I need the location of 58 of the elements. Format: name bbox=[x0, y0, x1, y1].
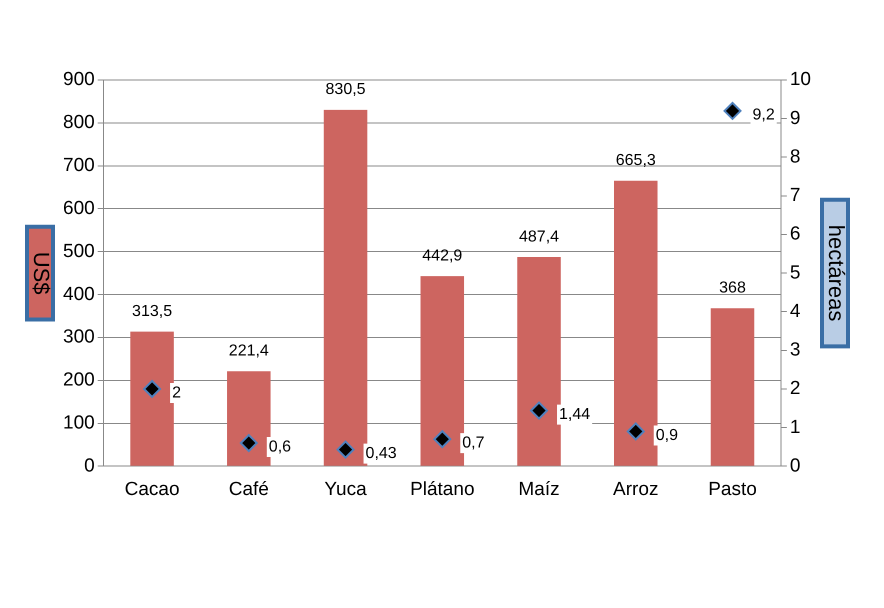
point bbox=[143, 380, 162, 398]
data-label: 2 bbox=[172, 384, 182, 402]
y2-tick-label: 1 bbox=[790, 416, 800, 438]
bar bbox=[710, 308, 754, 466]
y2-tick-label: 2 bbox=[790, 378, 800, 400]
point bbox=[240, 434, 258, 452]
data-label: 830,5 bbox=[326, 81, 366, 98]
bar bbox=[420, 276, 464, 466]
point bbox=[723, 102, 742, 120]
data-label: 9,2 bbox=[752, 106, 775, 124]
data-label: 368 bbox=[719, 280, 746, 297]
x-tick-label: Pasto bbox=[708, 478, 757, 500]
point bbox=[433, 430, 452, 448]
data-label: 221,4 bbox=[228, 342, 269, 360]
y-tick-label: 400 bbox=[63, 284, 95, 305]
y2-tick-label: 8 bbox=[790, 146, 800, 168]
point bbox=[626, 422, 645, 440]
x-tick-label: Café bbox=[228, 478, 269, 500]
y2-tick-label: 7 bbox=[790, 185, 800, 206]
y-tick-label: 100 bbox=[63, 412, 95, 434]
y2-tick-label: 5 bbox=[790, 262, 800, 284]
y2-tick-label: 10 bbox=[790, 69, 812, 90]
bar bbox=[227, 371, 271, 466]
y-tick-label: 700 bbox=[63, 155, 95, 176]
data-label: 487,4 bbox=[519, 228, 560, 246]
bar bbox=[517, 257, 561, 466]
y-tick-label: 800 bbox=[63, 112, 95, 134]
y2-axis-title: hectáreas bbox=[824, 224, 849, 322]
y-tick-label: 0 bbox=[84, 455, 95, 476]
bar bbox=[324, 110, 368, 466]
point bbox=[530, 402, 548, 420]
data-label: 313,5 bbox=[132, 303, 172, 320]
data-label: 0,9 bbox=[656, 426, 678, 444]
data-label: 0,7 bbox=[462, 434, 485, 452]
x-tick-label: Maíz bbox=[518, 478, 560, 500]
data-label: 665,3 bbox=[616, 152, 656, 170]
x-tick-label: Arroz bbox=[613, 478, 658, 500]
data-label: 1,44 bbox=[559, 406, 590, 423]
bar bbox=[614, 180, 658, 466]
x-tick-label: Cacao bbox=[124, 478, 180, 500]
point bbox=[336, 440, 355, 459]
y2-tick-label: 0 bbox=[790, 455, 800, 476]
y2-tick-label: 4 bbox=[790, 300, 801, 322]
data-label: 442,9 bbox=[422, 248, 462, 265]
x-tick-label: Plátano bbox=[410, 478, 475, 500]
bar bbox=[130, 332, 174, 466]
y2-tick-label: 6 bbox=[790, 224, 800, 245]
y2-tick-label: 3 bbox=[790, 340, 800, 361]
data-label: 0,43 bbox=[366, 445, 397, 462]
x-tick-label: Yuca bbox=[324, 478, 368, 500]
y-axis-title: US$ bbox=[28, 252, 54, 294]
data-label: 0,6 bbox=[268, 438, 292, 456]
y-tick-label: 900 bbox=[63, 69, 95, 90]
y-tick-label: 200 bbox=[63, 370, 95, 391]
y-tick-label: 600 bbox=[63, 198, 95, 219]
y2-tick-label: 9 bbox=[790, 108, 800, 129]
y-tick-label: 500 bbox=[63, 240, 95, 262]
y-tick-label: 300 bbox=[63, 326, 95, 348]
